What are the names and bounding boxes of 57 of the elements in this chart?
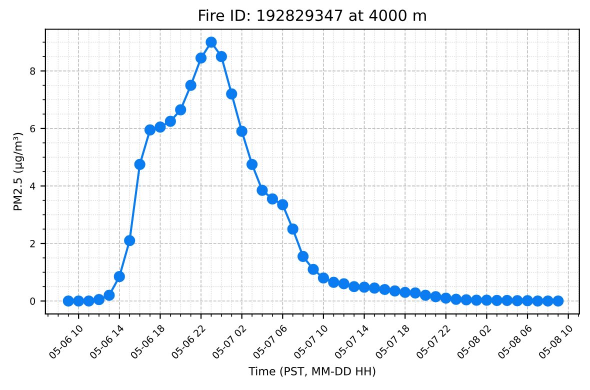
point — [236, 126, 248, 137]
point — [491, 294, 502, 306]
point — [216, 51, 227, 62]
point — [379, 284, 390, 296]
point — [277, 199, 288, 210]
point — [154, 121, 166, 133]
point — [532, 295, 544, 307]
point — [358, 282, 370, 293]
point — [134, 158, 146, 170]
point — [460, 294, 472, 306]
point — [430, 291, 442, 302]
point — [420, 290, 432, 301]
y-tick-label: 8 — [30, 67, 36, 75]
point — [124, 235, 136, 246]
point — [104, 290, 115, 301]
point — [93, 294, 105, 306]
point — [246, 158, 258, 170]
point — [552, 295, 564, 307]
y-axis-title: PM2.5 (µg/m³) — [13, 132, 24, 210]
y-tick-label: 0 — [30, 297, 36, 305]
point — [195, 52, 207, 64]
point — [318, 272, 330, 284]
point — [481, 294, 492, 306]
point — [144, 124, 156, 136]
point — [522, 295, 534, 306]
point — [164, 116, 176, 127]
point — [256, 184, 268, 196]
point — [206, 36, 217, 48]
point — [287, 224, 298, 235]
y-tick-label: 6 — [30, 124, 36, 132]
point — [512, 295, 523, 306]
point — [400, 286, 411, 298]
point — [297, 250, 309, 262]
point — [226, 88, 238, 100]
point — [470, 294, 482, 306]
point — [502, 294, 513, 306]
x-axis-title: Time (PST, MM-DD HH) — [248, 366, 376, 377]
point — [266, 193, 278, 204]
point — [410, 287, 421, 299]
y-tick-label: 2 — [30, 240, 35, 248]
point — [440, 292, 452, 304]
point — [389, 285, 400, 296]
point — [175, 104, 186, 116]
point — [73, 295, 84, 307]
point — [328, 276, 340, 288]
point — [542, 295, 554, 307]
point — [368, 282, 380, 294]
point — [450, 294, 462, 305]
point — [185, 80, 196, 91]
point — [114, 271, 125, 282]
point — [62, 295, 74, 307]
point — [338, 278, 350, 290]
chart-title: Fire ID: 192829347 at 4000 m — [199, 9, 426, 22]
point — [348, 281, 360, 292]
y-tick-label: 4 — [30, 182, 36, 190]
point — [83, 295, 94, 307]
point — [308, 264, 319, 275]
